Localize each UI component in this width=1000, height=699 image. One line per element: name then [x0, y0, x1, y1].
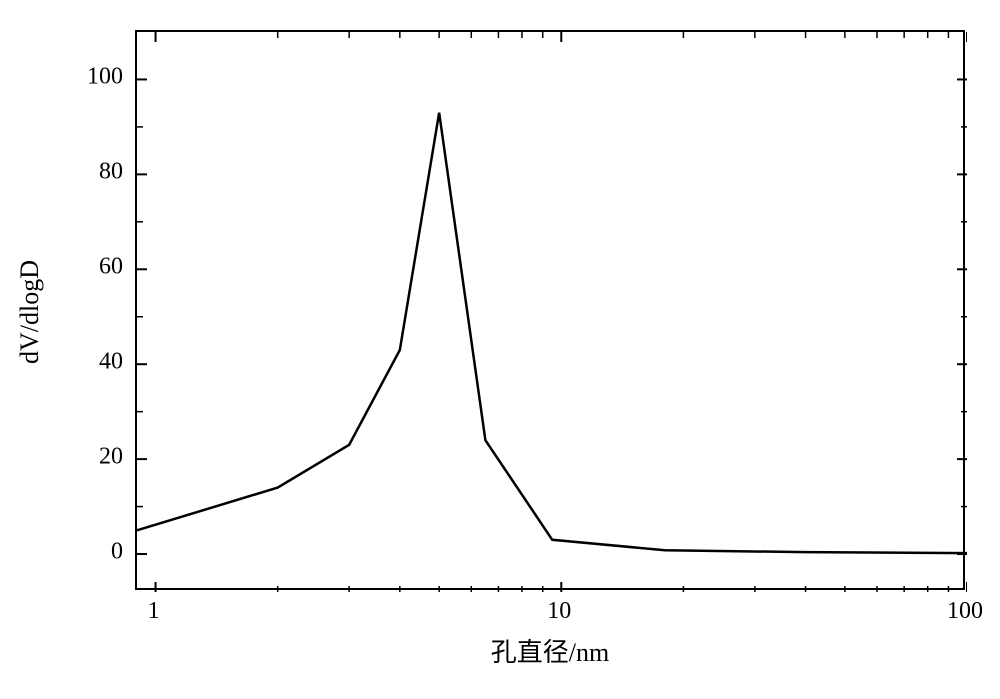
chart-container: dV/dlogD 孔直径/nm 0 20 40 60 80 100 1 10 100: [0, 0, 1000, 699]
y-tick-label: 60: [43, 254, 123, 281]
x-tick-label: 10: [547, 598, 571, 625]
y-tick-label: 80: [43, 159, 123, 186]
y-tick-label: 100: [43, 64, 123, 91]
x-tick-label: 1: [148, 598, 160, 625]
y-tick-label: 0: [43, 539, 123, 566]
x-tick-label: 100: [947, 598, 983, 625]
plot-svg: [137, 32, 967, 592]
plot-area: [135, 30, 965, 590]
series-line: [137, 113, 967, 553]
y-tick-label: 20: [43, 444, 123, 471]
y-axis-label: dV/dlogD: [15, 212, 45, 412]
y-tick-label: 40: [43, 349, 123, 376]
x-axis-label: 孔直径/nm: [450, 632, 650, 669]
